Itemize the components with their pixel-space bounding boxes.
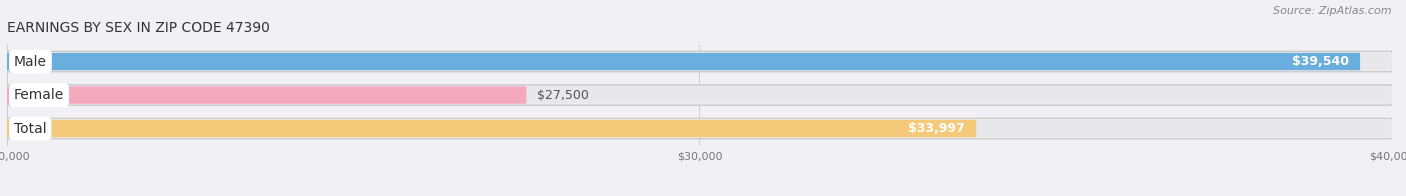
Text: EARNINGS BY SEX IN ZIP CODE 47390: EARNINGS BY SEX IN ZIP CODE 47390 <box>7 21 270 35</box>
FancyBboxPatch shape <box>7 120 1392 137</box>
Text: $33,997: $33,997 <box>908 122 965 135</box>
FancyBboxPatch shape <box>7 86 1392 104</box>
FancyBboxPatch shape <box>7 85 1392 105</box>
Text: Source: ZipAtlas.com: Source: ZipAtlas.com <box>1274 6 1392 16</box>
FancyBboxPatch shape <box>7 120 976 137</box>
FancyBboxPatch shape <box>7 119 1392 139</box>
FancyBboxPatch shape <box>7 52 1392 72</box>
Text: $39,540: $39,540 <box>1292 55 1348 68</box>
Text: Total: Total <box>14 122 46 136</box>
FancyBboxPatch shape <box>7 53 1360 70</box>
FancyBboxPatch shape <box>7 86 526 104</box>
Text: Female: Female <box>14 88 65 102</box>
Text: $27,500: $27,500 <box>537 89 589 102</box>
FancyBboxPatch shape <box>7 53 1392 70</box>
Text: Male: Male <box>14 54 46 69</box>
